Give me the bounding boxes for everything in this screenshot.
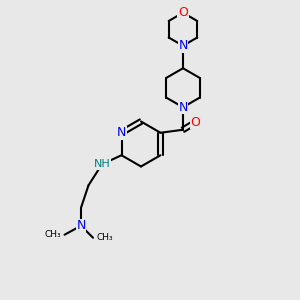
Text: O: O xyxy=(178,6,188,19)
Text: N: N xyxy=(76,219,86,232)
Text: CH₃: CH₃ xyxy=(96,233,112,242)
Text: NH: NH xyxy=(94,159,110,169)
Text: N: N xyxy=(178,39,188,52)
Text: N: N xyxy=(178,101,188,114)
Text: O: O xyxy=(190,116,200,129)
Text: CH₃: CH₃ xyxy=(45,230,62,239)
Text: N: N xyxy=(117,126,126,139)
